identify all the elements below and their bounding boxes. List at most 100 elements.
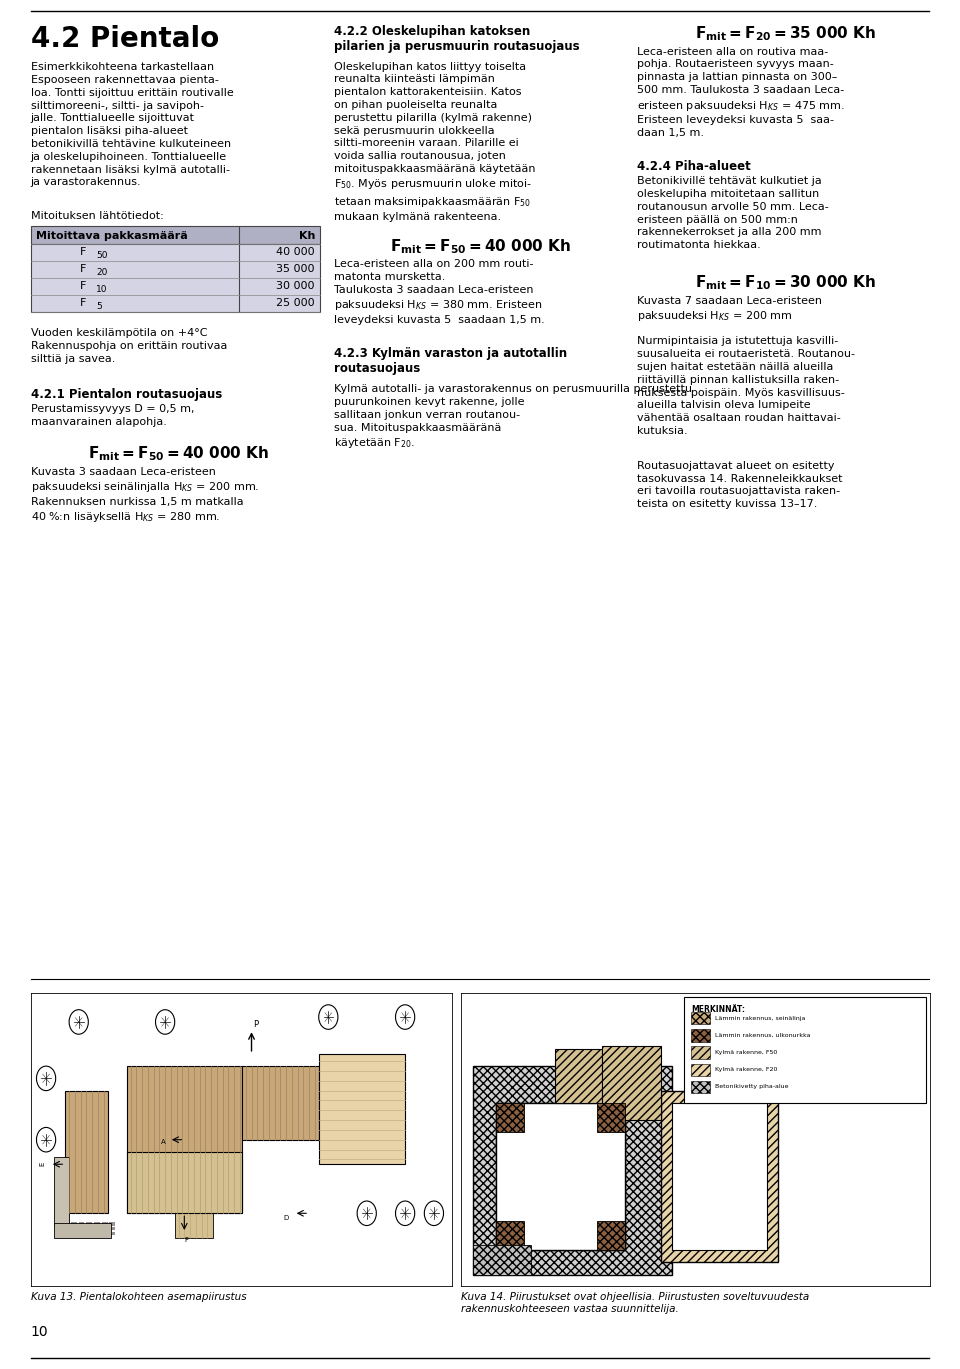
Bar — [102, 1227, 108, 1231]
Bar — [67, 1190, 70, 1194]
Bar — [86, 1227, 92, 1231]
Bar — [60, 1205, 62, 1209]
Text: $\mathbf{F_{mit} = F_{20} = 35\ 000\ Kh}$: $\mathbf{F_{mit} = F_{20} = 35\ 000\ Kh}… — [695, 25, 876, 44]
Bar — [496, 1103, 626, 1250]
Bar — [56, 1183, 59, 1187]
Bar — [684, 998, 926, 1103]
Bar — [496, 1103, 626, 1250]
Bar — [56, 1227, 61, 1231]
Bar — [54, 1157, 69, 1225]
Bar — [67, 1168, 70, 1172]
Text: 35 000: 35 000 — [276, 264, 315, 274]
Bar — [602, 1046, 660, 1120]
Text: Kuvasta 7 saadaan Leca-eristeen
paksuudeksi H$_{KS}$ = 200 mm: Kuvasta 7 saadaan Leca-eristeen paksuude… — [637, 296, 823, 323]
Text: Kh: Kh — [300, 231, 316, 241]
Bar — [691, 1046, 710, 1058]
Bar — [109, 1223, 115, 1225]
Bar — [56, 1190, 59, 1194]
Text: Nurmipintaisia ja istutettuja kasvilli-
suusalueita ei routaeristetä. Routanou-
: Nurmipintaisia ja istutettuja kasvilli- … — [637, 337, 855, 435]
Bar — [691, 1012, 710, 1024]
Text: 4.2.1 Pientalon routasuojaus: 4.2.1 Pientalon routasuojaus — [31, 387, 222, 401]
Bar — [102, 1223, 108, 1225]
Text: 4.2 Pientalo: 4.2 Pientalo — [31, 25, 219, 52]
Text: 4.2.2 Oleskelupihan katoksen
pilarien ja perusmuurin routasuojaus: 4.2.2 Oleskelupihan katoksen pilarien ja… — [334, 25, 580, 52]
Text: 25 000: 25 000 — [276, 298, 315, 308]
Text: 10: 10 — [96, 285, 108, 294]
Bar — [56, 1212, 59, 1216]
Bar — [63, 1205, 66, 1209]
Bar — [94, 1227, 100, 1231]
Bar — [472, 1246, 531, 1275]
Bar — [63, 1232, 69, 1235]
Text: 20: 20 — [96, 268, 108, 277]
Bar — [319, 1054, 405, 1164]
Text: Lämmin rakennus, ulkonurkka: Lämmin rakennus, ulkonurkka — [715, 1034, 810, 1038]
Bar — [60, 1198, 62, 1201]
Text: 5: 5 — [96, 303, 102, 311]
Text: A: A — [161, 1139, 165, 1144]
Bar — [63, 1227, 69, 1231]
Text: Kylmä rakenne, F20: Kylmä rakenne, F20 — [715, 1068, 778, 1072]
Text: 4.2.4 Piha-alueet: 4.2.4 Piha-alueet — [637, 160, 751, 174]
Bar — [63, 1161, 66, 1164]
Text: $\mathbf{F_{mit} = F_{10} = 30\ 000\ Kh}$: $\mathbf{F_{mit} = F_{10} = 30\ 000\ Kh}… — [695, 274, 876, 293]
Text: F: F — [81, 298, 86, 308]
Bar — [56, 1175, 59, 1179]
Bar — [63, 1190, 66, 1194]
Text: Betonikivillë tehtävät kulkutiet ja
oleskelupiha mitoitetaan sallitun
routanous: Betonikivillë tehtävät kulkutiet ja ole… — [637, 177, 829, 251]
Text: $\mathbf{F_{mit} = F_{50} = 40\ 000\ Kh}$: $\mathbf{F_{mit} = F_{50} = 40\ 000\ Kh}… — [88, 445, 269, 463]
Bar — [79, 1232, 84, 1235]
Text: Kuva 14. Piirustukset ovat ohjeellisia. Piirustusten soveltuvuudesta
rakennuskoh: Kuva 14. Piirustukset ovat ohjeellisia. … — [461, 1292, 809, 1314]
Text: Kuva 13. Pientalokohteen asemapiirustus: Kuva 13. Pientalokohteen asemapiirustus — [31, 1292, 247, 1302]
Bar — [109, 1232, 115, 1235]
Bar — [63, 1198, 66, 1201]
Bar — [56, 1168, 59, 1172]
Text: Kylmä rakenne, F50: Kylmä rakenne, F50 — [715, 1050, 777, 1055]
Bar — [79, 1227, 84, 1231]
Bar — [60, 1220, 62, 1223]
Bar — [242, 1066, 319, 1139]
Bar — [63, 1212, 66, 1216]
Bar — [691, 1064, 710, 1076]
Text: Routasuojattavat alueet on esitetty
tasokuvassa 14. Rakenneleikkaukset
eri tavoi: Routasuojattavat alueet on esitetty taso… — [637, 461, 843, 509]
Bar — [109, 1227, 115, 1231]
Text: 4.2.3 Kylmän varaston ja autotallin
routasuojaus: 4.2.3 Kylmän varaston ja autotallin rout… — [334, 348, 567, 375]
Bar — [691, 1029, 710, 1042]
Bar — [60, 1183, 62, 1187]
Bar — [660, 1091, 779, 1262]
Bar — [60, 1168, 62, 1172]
Bar — [496, 1221, 524, 1250]
Text: $\mathbf{F_{mit} = F_{50} = 40\ 000\ Kh}$: $\mathbf{F_{mit} = F_{50} = 40\ 000\ Kh}… — [390, 237, 570, 256]
Text: F: F — [184, 1238, 188, 1243]
Bar — [691, 1082, 710, 1092]
Text: 40 000: 40 000 — [276, 248, 315, 257]
Text: Mitoituksen lähtötiedot:: Mitoituksen lähtötiedot: — [31, 211, 163, 220]
Bar — [94, 1232, 100, 1235]
Bar — [60, 1190, 62, 1194]
Bar — [86, 1232, 92, 1235]
Text: F: F — [81, 248, 86, 257]
Bar — [672, 1103, 766, 1250]
Bar — [71, 1232, 77, 1235]
Bar — [67, 1183, 70, 1187]
Text: Kylmä autotalli- ja varastorakennus on perusmuurilla perustettu
puurunkoinen kev: Kylmä autotalli- ja varastorakennus on p… — [334, 385, 692, 450]
Bar — [67, 1212, 70, 1216]
Bar — [175, 1209, 213, 1238]
Text: D: D — [283, 1216, 289, 1221]
Text: MERKINNÄT:: MERKINNÄT: — [691, 1005, 745, 1014]
Bar — [127, 1151, 242, 1213]
Bar — [472, 1066, 672, 1275]
Text: Oleskelupihan katos liittyy toiselta
reunalta kiinteästi lämpimän
pientalon katt: Oleskelupihan katos liittyy toiselta reu… — [334, 62, 536, 222]
Bar — [127, 1066, 242, 1213]
Text: Kuvasta 3 saadaan Leca-eristeen
paksuudeksi seinälinjalla H$_{KS}$ = 200 mm.
Rak: Kuvasta 3 saadaan Leca-eristeen paksuude… — [31, 467, 259, 524]
Bar — [71, 1227, 77, 1231]
Bar — [67, 1161, 70, 1164]
Bar — [60, 1161, 62, 1164]
Bar — [63, 1223, 69, 1225]
Bar — [86, 1223, 92, 1225]
Bar — [56, 1198, 59, 1201]
Bar — [94, 1223, 100, 1225]
Bar — [102, 1232, 108, 1235]
Bar — [56, 1161, 59, 1164]
Text: Mitoittava pakkasmäärä: Mitoittava pakkasmäärä — [36, 231, 188, 241]
